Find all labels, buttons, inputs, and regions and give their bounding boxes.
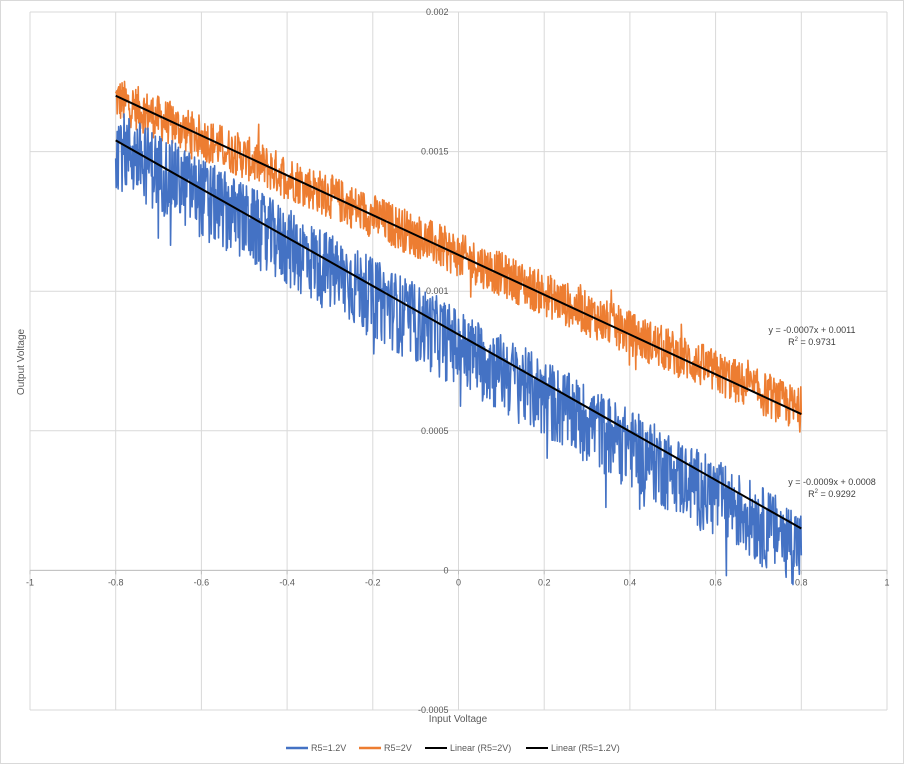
trendline-r5-2v	[115, 94, 802, 415]
x-tick-label: -0.2	[365, 577, 381, 587]
trendline-layer	[115, 94, 802, 530]
legend: R5=1.2V R5=2V Linear (R5=2V) Linear (R5=…	[286, 743, 620, 753]
x-tick-label: -1	[26, 577, 34, 587]
legend-label: Linear (R5=1.2V)	[551, 743, 620, 753]
legend-item-r5-2v: R5=2V	[359, 743, 412, 753]
y-tick-label: -0.0005	[418, 705, 449, 715]
r-squared-r5-2v: R2 = 0.9731	[788, 337, 836, 347]
y-tick-label: 0.0015	[421, 147, 449, 157]
x-tick-label: 0	[456, 577, 461, 587]
x-tick-label: 0.4	[624, 577, 637, 587]
y-tick-label: 0	[443, 565, 448, 575]
x-tick-label: -0.6	[194, 577, 210, 587]
y-axis-title: Output Voltage	[16, 328, 27, 395]
y-tick-label: 0.0005	[421, 426, 449, 436]
x-tick-label: -0.8	[108, 577, 124, 587]
tick-labels: -1 -0.8 -0.6 -0.4 -0.2 0 0.2 0.4 0.6 0.8 1 -0.0005 0…	[26, 7, 890, 715]
legend-item-linear-r5-1-2v: Linear (R5=1.2V)	[526, 743, 620, 753]
x-tick-label: 1	[884, 577, 889, 587]
y-tick-label: 0.001	[426, 286, 449, 296]
y-tick-label: 0.002	[426, 7, 449, 17]
legend-label: Linear (R5=2V)	[450, 743, 511, 753]
x-tick-label: 0.6	[709, 577, 722, 587]
series-r5-1-2v	[114, 113, 803, 586]
legend-item-r5-1-2v: R5=1.2V	[286, 743, 346, 753]
series-r5-2v	[114, 80, 803, 433]
r-squared-r5-1-2v: R2 = 0.9292	[808, 489, 856, 499]
legend-item-linear-r5-2v: Linear (R5=2V)	[425, 743, 511, 753]
legend-label: R5=2V	[384, 743, 412, 753]
trendline-r5-1-2v	[115, 139, 802, 530]
x-tick-label: 0.8	[795, 577, 808, 587]
trendline-equations: y = -0.0007x + 0.0011 R2 = 0.9731 y = -0…	[769, 325, 876, 499]
x-tick-label: -0.4	[279, 577, 295, 587]
x-tick-label: 0.2	[538, 577, 551, 587]
x-axis-title: Input Voltage	[429, 714, 488, 725]
x-axis	[29, 569, 888, 575]
legend-label: R5=1.2V	[311, 743, 346, 753]
equation-r5-1-2v: y = -0.0009x + 0.0008	[788, 477, 876, 487]
equation-r5-2v: y = -0.0007x + 0.0011	[769, 325, 856, 335]
series-layer	[114, 80, 803, 586]
